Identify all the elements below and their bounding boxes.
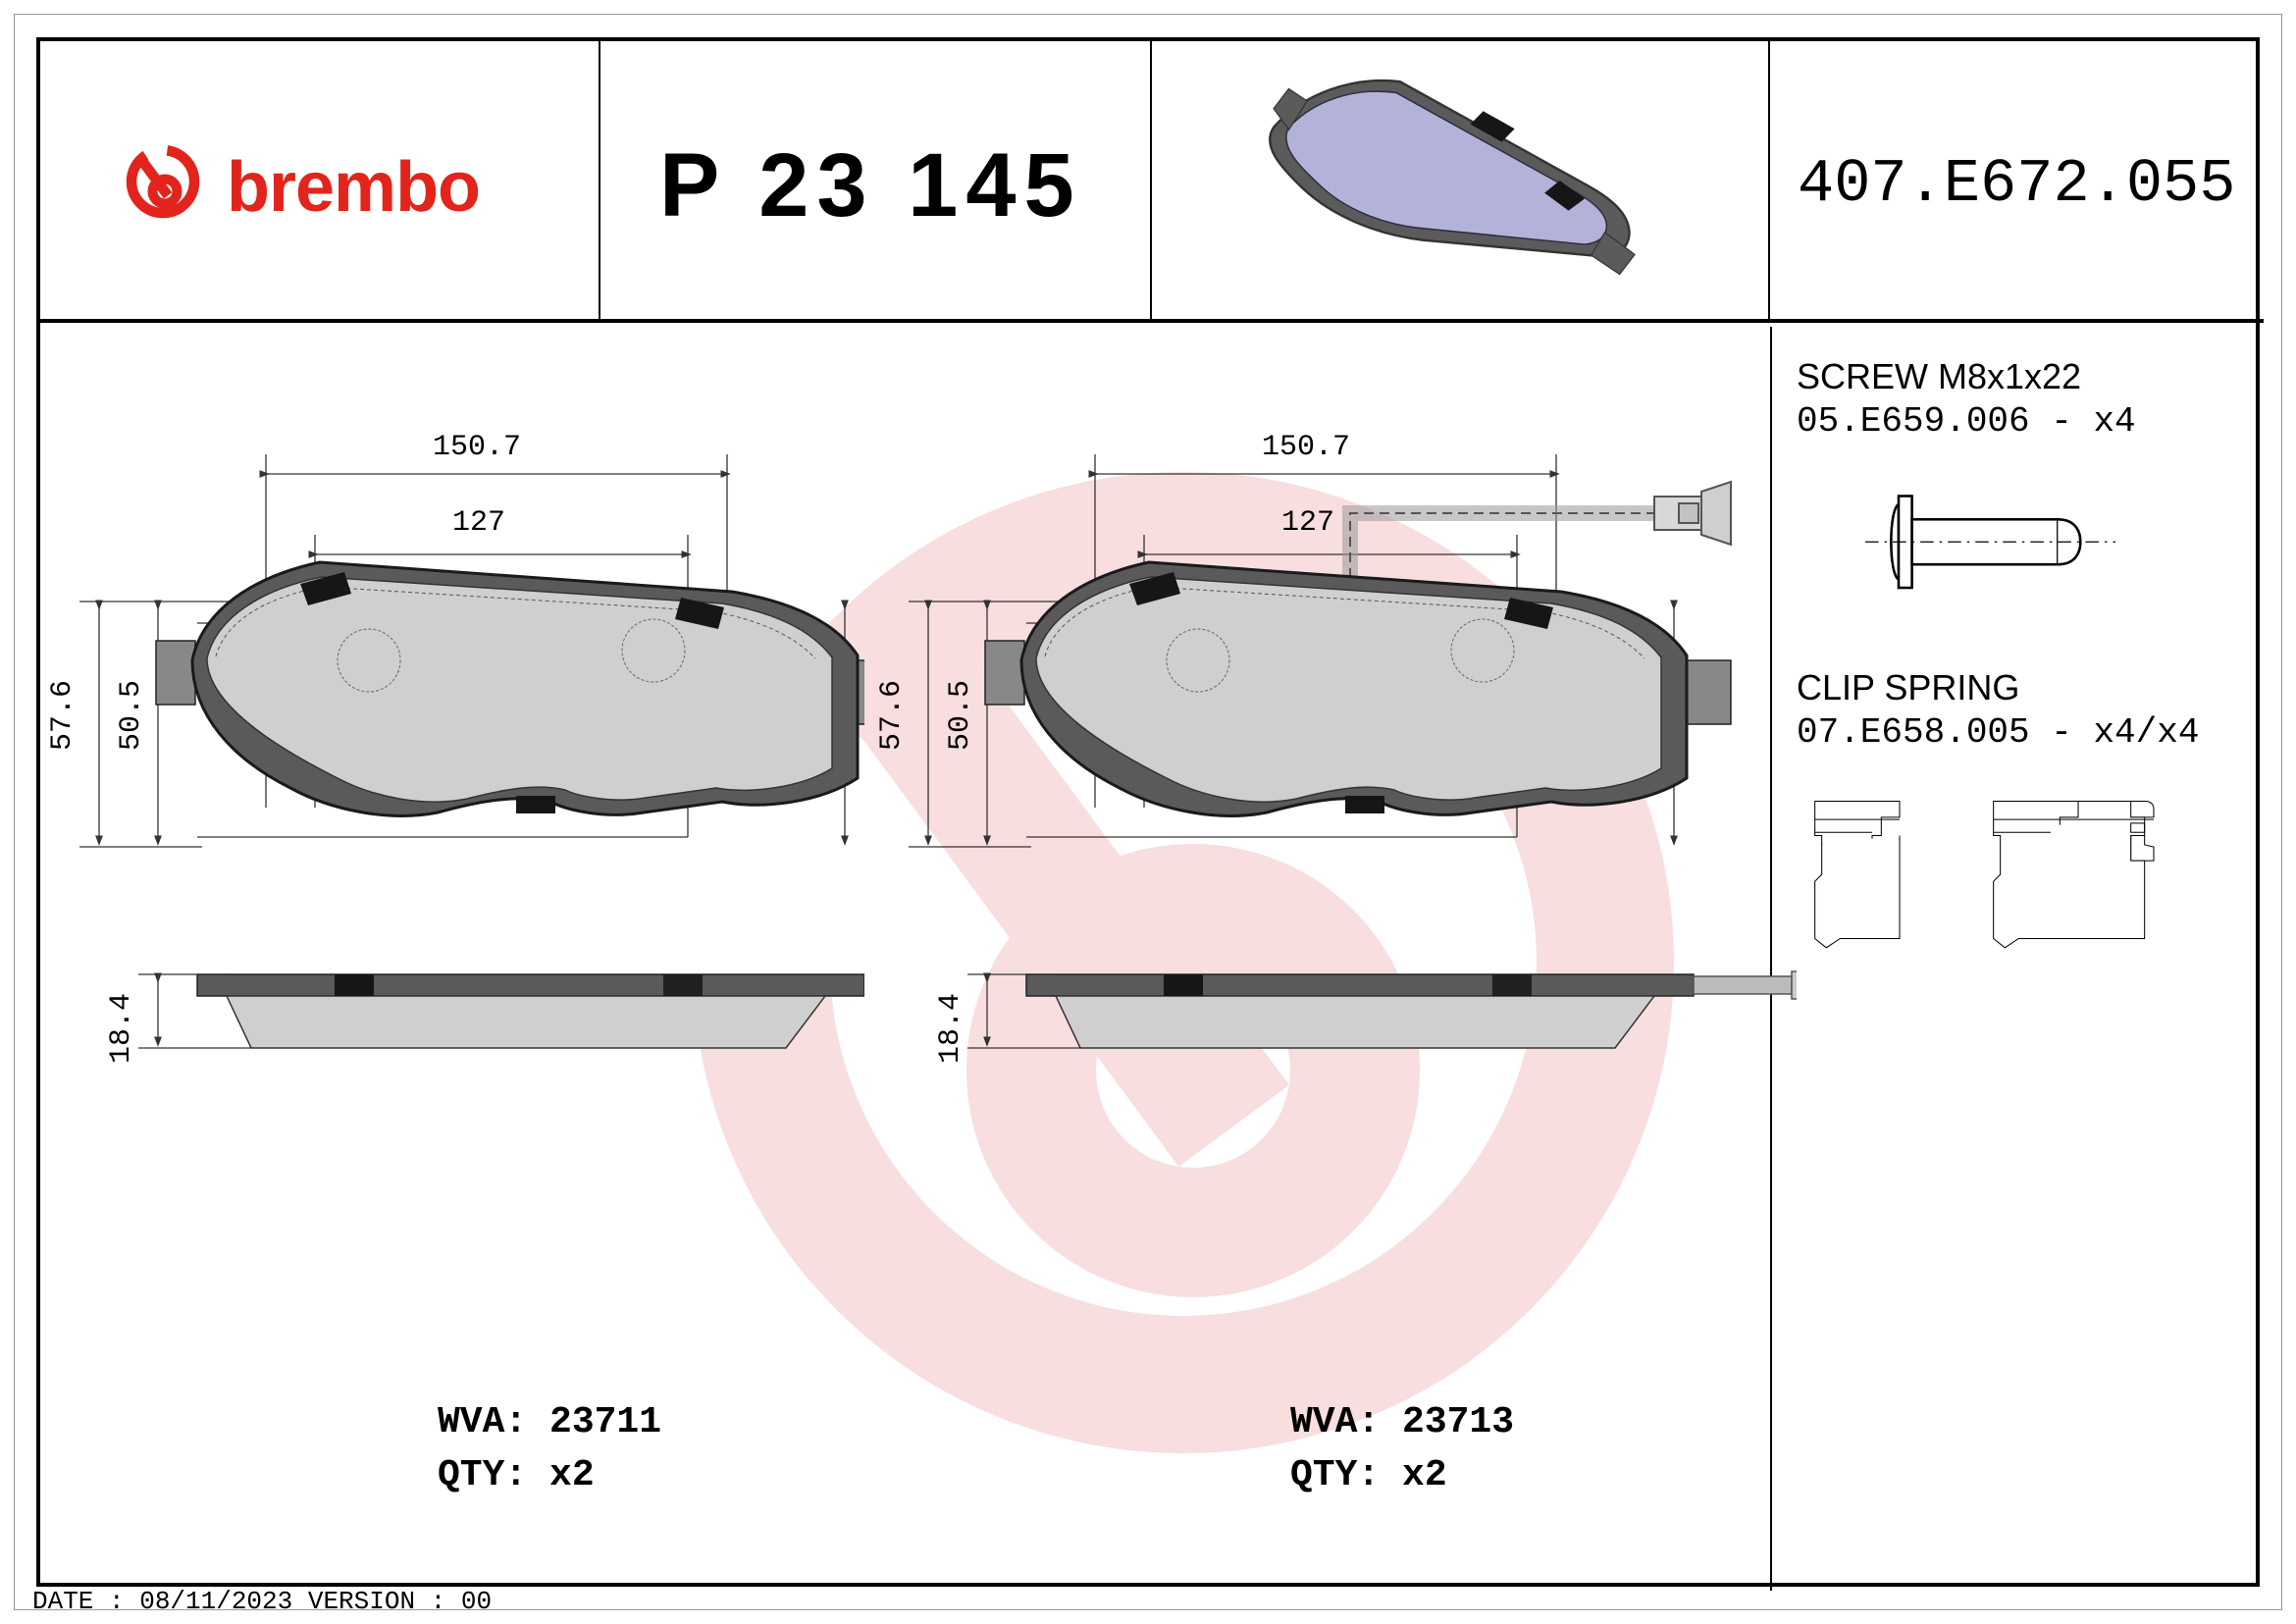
- svg-text:18.4: 18.4: [934, 993, 967, 1064]
- svg-text:57.6: 57.6: [875, 680, 909, 751]
- svg-text:18.4: 18.4: [105, 993, 138, 1064]
- svg-text:57.6: 57.6: [46, 680, 79, 751]
- svg-text:150.7: 150.7: [1262, 431, 1350, 464]
- svg-text:127: 127: [452, 506, 505, 540]
- svg-text:127: 127: [1281, 506, 1334, 540]
- svg-text:50.5: 50.5: [115, 680, 148, 751]
- svg-text:150.7: 150.7: [433, 431, 521, 464]
- svg-text:50.5: 50.5: [944, 680, 977, 751]
